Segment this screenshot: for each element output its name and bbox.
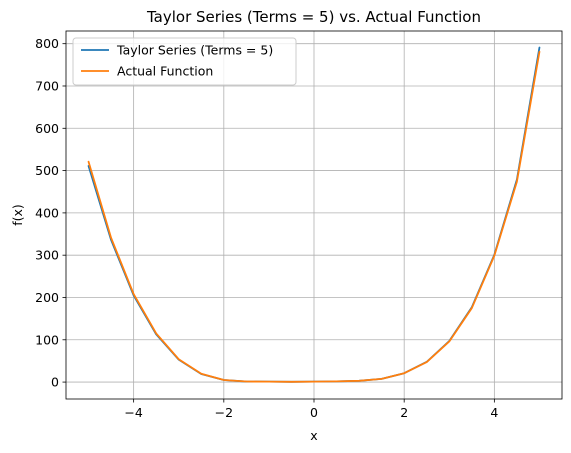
y-tick-label: 500 (35, 163, 59, 178)
y-tick-label: 300 (35, 248, 59, 263)
y-axis-label: f(x) (10, 204, 25, 226)
x-tick-label: −2 (215, 405, 233, 420)
plot-frame (65, 30, 563, 400)
axis-ticks: −4 −2 0 2 4 0 100 200 300 400 500 600 700 800 (35, 36, 498, 420)
x-tick-label: −4 (124, 405, 142, 420)
x-axis-label: x (310, 428, 317, 443)
y-tick-label: 0 (51, 375, 59, 390)
series-line-actual-function (87, 50, 541, 383)
y-tick-label: 700 (35, 78, 59, 93)
y-tick-label: 400 (35, 205, 59, 220)
y-tick-label: 800 (35, 36, 59, 51)
legend-label-actual-function: Actual Function (117, 64, 213, 79)
series-lines (87, 46, 541, 383)
y-tick-label: 100 (35, 332, 59, 347)
y-tick-label: 600 (35, 121, 59, 136)
x-tick-label: 0 (310, 405, 318, 420)
legend-label-taylor-series: Taylor Series (Terms = 5) (116, 43, 273, 58)
grid-lines (66, 31, 562, 399)
x-tick-label: 2 (400, 405, 408, 420)
chart-title: Taylor Series (Terms = 5) vs. Actual Fun… (146, 8, 481, 26)
x-tick-label: 4 (490, 405, 498, 420)
y-tick-label: 200 (35, 290, 59, 305)
legend-box (72, 37, 297, 86)
legend: Taylor Series (Terms = 5) Actual Functio… (72, 37, 297, 86)
